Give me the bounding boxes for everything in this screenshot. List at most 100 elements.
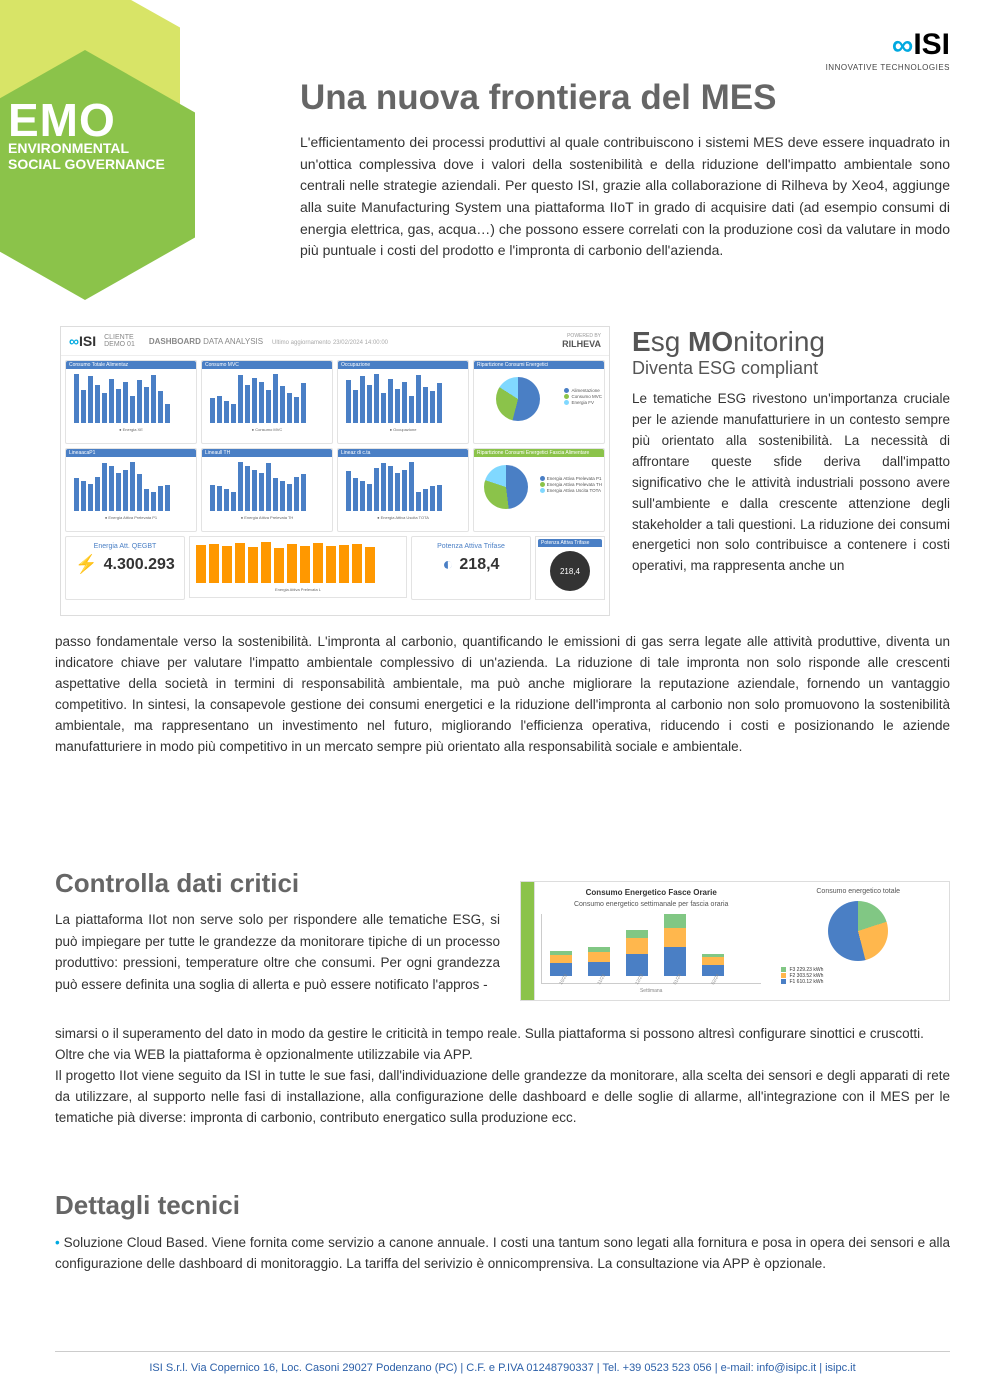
stacked-bar: 11/23	[588, 947, 610, 983]
pie-chart	[496, 377, 540, 421]
powered-by: POWERED BY RILHEVA	[562, 333, 601, 349]
bar-chart	[68, 459, 194, 511]
dashboard-screenshot: ∞ISI CLIENTE DEMO 01 DASHBOARD DATA ANAL…	[60, 326, 610, 616]
kpi-mini-bars: Energia Attiva Prelevata L	[189, 536, 407, 598]
mini-pie-title: Consumo energetico totale	[773, 888, 943, 895]
brand-tagline: INNOVATIVE TECHNOLOGIES	[826, 63, 950, 72]
dashboard-row: ∞ISI CLIENTE DEMO 01 DASHBOARD DATA ANAL…	[60, 326, 950, 616]
stacked-bar: 01/24	[664, 914, 686, 983]
gauge-circle: 218,4	[550, 551, 590, 591]
panel-legend: ● Energia Attiva Prelevata TH	[204, 515, 330, 520]
dashboard-panels: Consumo Totale Alimentaz● Energia XECons…	[61, 356, 609, 536]
page-title: Una nuova frontiera del MES	[300, 78, 950, 118]
panel-title: Ripartizione Consumi Energetici	[474, 361, 604, 369]
pie-legend: AlimentazioneConsumo MVCEnergia FV	[560, 388, 602, 407]
body-paragraph-2: simarsi o il superamento del dato in mod…	[55, 1024, 950, 1129]
gauge-icon: ◐	[443, 554, 454, 575]
gauge-value: 218,4	[560, 567, 580, 576]
mini-pie-legend: F3 229.23 kWhF2 303.52 kWhF1 610.12 kWh	[773, 967, 943, 985]
esg-sg: sg	[651, 326, 688, 357]
mini-dash-bar-title: Consumo energetico settimanale per fasci…	[541, 901, 761, 908]
mini-dash-tab	[521, 882, 535, 1000]
pie-legend: Energia Attiva Prelevata P1Energia Attiv…	[536, 476, 602, 495]
intro-text: L'efficientamento dei processi produttiv…	[300, 132, 950, 262]
hexagon-text: EMO ENVIRONMENTAL SOCIAL GOVERNANCE	[8, 100, 165, 172]
controlla-para: La piattaforma IIot non serve solo per r…	[55, 909, 500, 1001]
intro-section: Una nuova frontiera del MES L'efficienta…	[300, 78, 950, 262]
kpi-energia-label: Energia Att. QEGBT	[72, 543, 178, 550]
bar-panel: Consumo Totale Alimentaz ● Energia XE	[65, 360, 197, 444]
esg-rest: nitoring	[733, 326, 825, 357]
bar-panel: Lineaz di c.ta● Energia Attiva Uscita TO…	[337, 448, 469, 532]
brand-logo-main: ∞ISI	[826, 28, 950, 63]
client-label: CLIENTE	[104, 334, 135, 341]
esg-para: Le tematiche ESG rivestono un'importanza…	[632, 389, 950, 577]
bullet-icon: •	[55, 1235, 60, 1250]
mini-pie	[828, 901, 888, 961]
panel-title: LineaacaP1	[66, 449, 196, 457]
gauge-panel: Potenza Attiva Trifase 218,4	[535, 536, 605, 600]
bar-chart	[68, 371, 194, 423]
hexagon-sub1: ENVIRONMENTAL	[8, 141, 165, 156]
body-paragraph-1: passo fondamentale verso la sostenibilit…	[55, 632, 950, 758]
kpi-energia: Energia Att. QEGBT ⚡ 4.300.293	[65, 536, 185, 600]
bar-chart	[204, 459, 330, 511]
panel-title: Consumo Totale Alimentaz	[66, 361, 196, 369]
update-value: 23/02/2024 14:00:00	[333, 340, 388, 346]
dettagli-section: Dettagli tecnici • Soluzione Cloud Based…	[55, 1190, 950, 1275]
body2-c: Il progetto IIot viene seguito da ISI in…	[55, 1068, 950, 1125]
mini-bars-chart	[192, 539, 404, 583]
esg-e: E	[632, 326, 651, 357]
panel-title: Occupazione	[338, 361, 468, 369]
pie-panel: Ripartizione Consumi Energetici Alimentaz…	[473, 360, 605, 444]
dashboard-bottom-row: Energia Att. QEGBT ⚡ 4.300.293 Energia A…	[61, 536, 609, 604]
bar-panel: LineaacaP1 ● Energia Attiva Prelevata P1	[65, 448, 197, 532]
panel-legend: ● Energia Attiva Prelevata P1	[68, 515, 194, 520]
hexagon-deco: EMO ENVIRONMENTAL SOCIAL GOVERNANCE	[0, 0, 220, 280]
footer-text: ISI S.r.l. Via Copernico 16, Loc. Casoni…	[149, 1362, 855, 1374]
panel-legend: ● Occupazione	[340, 427, 466, 432]
bar-chart	[340, 459, 466, 511]
page-footer: ISI S.r.l. Via Copernico 16, Loc. Casoni…	[55, 1351, 950, 1374]
panel-legend: ● Energia XE	[68, 427, 194, 432]
esg-title: Esg MOnitoring	[632, 326, 950, 358]
bolt-icon: ⚡	[75, 554, 97, 575]
dashboard-title: DASHBOARD DATA ANALYSIS Ultimo aggiornam…	[149, 337, 388, 346]
bar-panel: Consumo MVC ● Consumo MVC	[201, 360, 333, 444]
kpi-potenza: Potenza Attiva Trifase ◐ 218,4	[411, 536, 531, 600]
panel-title: Lineaull TH	[202, 449, 332, 457]
dettagli-bullet-1: • Soluzione Cloud Based. Viene fornita c…	[55, 1233, 950, 1275]
stacked-bar: 02/24	[702, 954, 724, 983]
dettagli-title: Dettagli tecnici	[55, 1190, 950, 1221]
dashboard-logo: ∞ISI	[69, 333, 96, 349]
bar-chart	[204, 371, 330, 423]
pie-panel: Ripartizione Consumi Energetici Fascia A…	[473, 448, 605, 532]
kpi-potenza-value: 218,4	[459, 556, 499, 574]
stacked-bar: 10/23	[550, 951, 572, 983]
mini-bars-legend: Energia Attiva Prelevata L	[192, 587, 404, 592]
dash-title-suffix: DATA ANALYSIS	[203, 337, 263, 346]
hexagon-title: EMO	[8, 100, 165, 141]
bar-chart	[340, 371, 466, 423]
esg-subtitle: Diventa ESG compliant	[632, 358, 950, 379]
brand-name: ISI	[913, 28, 950, 61]
bar-panel: Lineaull TH ● Energia Attiva Prelevata TH	[201, 448, 333, 532]
dashboard-header: ∞ISI CLIENTE DEMO 01 DASHBOARD DATA ANAL…	[61, 327, 609, 356]
mini-dash-overall-title: Consumo Energetico Fasce Orarie	[541, 888, 761, 897]
infinity-icon: ∞	[69, 333, 79, 349]
panel-title: Lineaz di c.ta	[338, 449, 468, 457]
stacked-bar: 12/23	[626, 930, 648, 983]
mini-dashboard: Consumo Energetico Fasce Orarie Consumo …	[520, 881, 950, 1001]
mini-dash-piechart: Consumo energetico totale F3 229.23 kWhF…	[767, 882, 949, 1000]
body2-a: simarsi o il superamento del dato in mod…	[55, 1026, 924, 1041]
esg-column: Esg MOnitoring Diventa ESG compliant Le …	[632, 326, 950, 616]
dashboard-client: CLIENTE DEMO 01	[104, 334, 135, 348]
esg-mo: MO	[688, 326, 733, 357]
infinity-icon: ∞	[892, 29, 913, 62]
dashboard-logo-text: ISI	[79, 333, 96, 349]
panel-title: Consumo MVC	[202, 361, 332, 369]
controlla-section: Controlla dati critici La piattaforma II…	[55, 868, 950, 1001]
panel-legend: ● Consumo MVC	[204, 427, 330, 432]
stacked-bars: 10/23 11/23 12/23 01/24 02/24	[541, 914, 761, 984]
bar-panel: Occupazione ● Occupazione	[337, 360, 469, 444]
